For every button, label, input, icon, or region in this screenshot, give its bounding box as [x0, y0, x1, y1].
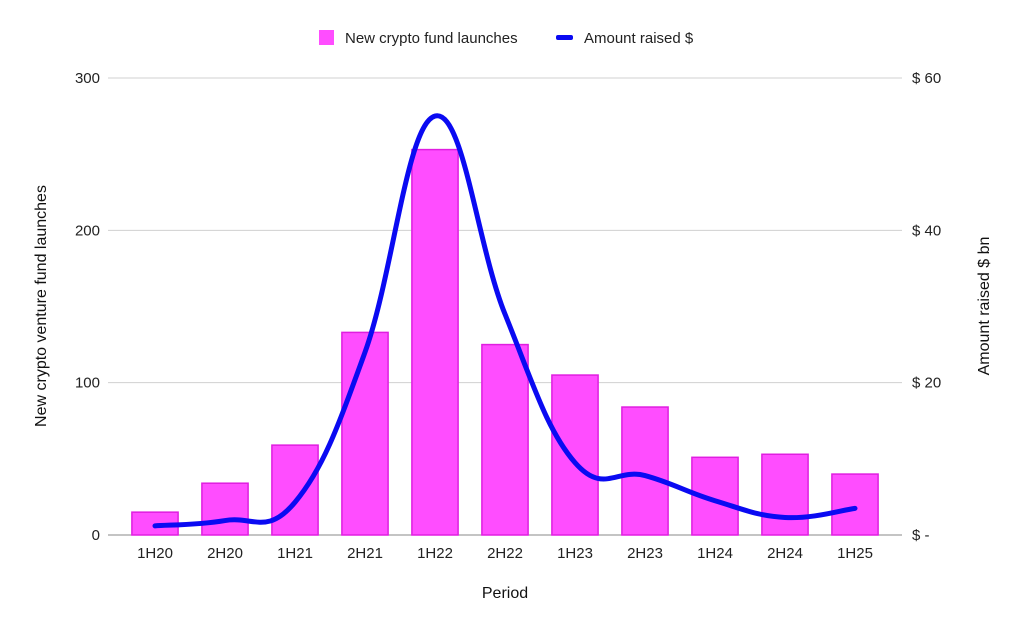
line-point: [784, 516, 786, 518]
bar: [341, 331, 389, 536]
line-point: [364, 351, 366, 353]
y2-tick-label: $ 60: [912, 70, 941, 87]
bar: [551, 374, 599, 536]
line-point: [224, 520, 226, 522]
bar: [411, 148, 459, 536]
line-point: [504, 313, 506, 315]
x-axis-title: Period: [482, 585, 528, 602]
y2-tick-label: $ 20: [912, 375, 941, 392]
y-tick-label: 300: [75, 70, 100, 87]
x-tick-label: 2H23: [627, 545, 663, 562]
line-point: [154, 525, 156, 527]
x-tick-label: 1H24: [697, 545, 733, 562]
x-tick-label: 1H22: [417, 545, 453, 562]
bar: [761, 453, 809, 536]
x-axis: 1H20 2H20 1H21 2H21 1H22 2H22 1H23 2H23 1H24 2H24…: [137, 545, 873, 562]
legend-swatch-line: [556, 35, 573, 40]
x-tick-label: 2H21: [347, 545, 383, 562]
bar: [271, 444, 319, 536]
bars: [131, 148, 879, 536]
legend-label-bar: New crypto fund launches: [345, 30, 518, 47]
y-axis-left: 0 100 200 300: [75, 70, 100, 544]
x-tick-label: 1H25: [837, 545, 873, 562]
y-tick-label: 200: [75, 222, 100, 239]
bar: [201, 482, 249, 536]
bar: [691, 456, 739, 536]
x-tick-label: 1H20: [137, 545, 173, 562]
x-tick-label: 2H22: [487, 545, 523, 562]
y2-tick-label: $ 40: [912, 222, 941, 239]
y2-axis-title: Amount raised $ bn: [976, 237, 993, 376]
y-tick-label: 0: [92, 527, 100, 544]
bar: [481, 343, 529, 536]
x-tick-label: 2H24: [767, 545, 803, 562]
bar: [831, 473, 879, 536]
y2-tick-label: $ -: [912, 527, 930, 544]
legend: New crypto fund launches Amount raised $: [319, 30, 694, 47]
bar: [621, 406, 669, 536]
y-axis-right: $ - $ 20 $ 40 $ 60: [912, 70, 941, 544]
y-axis-title: New crypto venture fund launches: [33, 185, 50, 427]
line-point: [294, 501, 296, 503]
line-point: [854, 507, 856, 509]
legend-swatch-bar: [319, 30, 334, 45]
x-tick-label: 2H20: [207, 545, 243, 562]
line-point: [644, 475, 646, 477]
line-point: [434, 115, 436, 117]
y-tick-label: 100: [75, 375, 100, 392]
line-point: [714, 500, 716, 502]
line-series: [152, 113, 858, 529]
line-point: [574, 462, 576, 464]
legend-label-line: Amount raised $: [584, 30, 694, 47]
x-tick-label: 1H23: [557, 545, 593, 562]
x-tick-label: 1H21: [277, 545, 313, 562]
